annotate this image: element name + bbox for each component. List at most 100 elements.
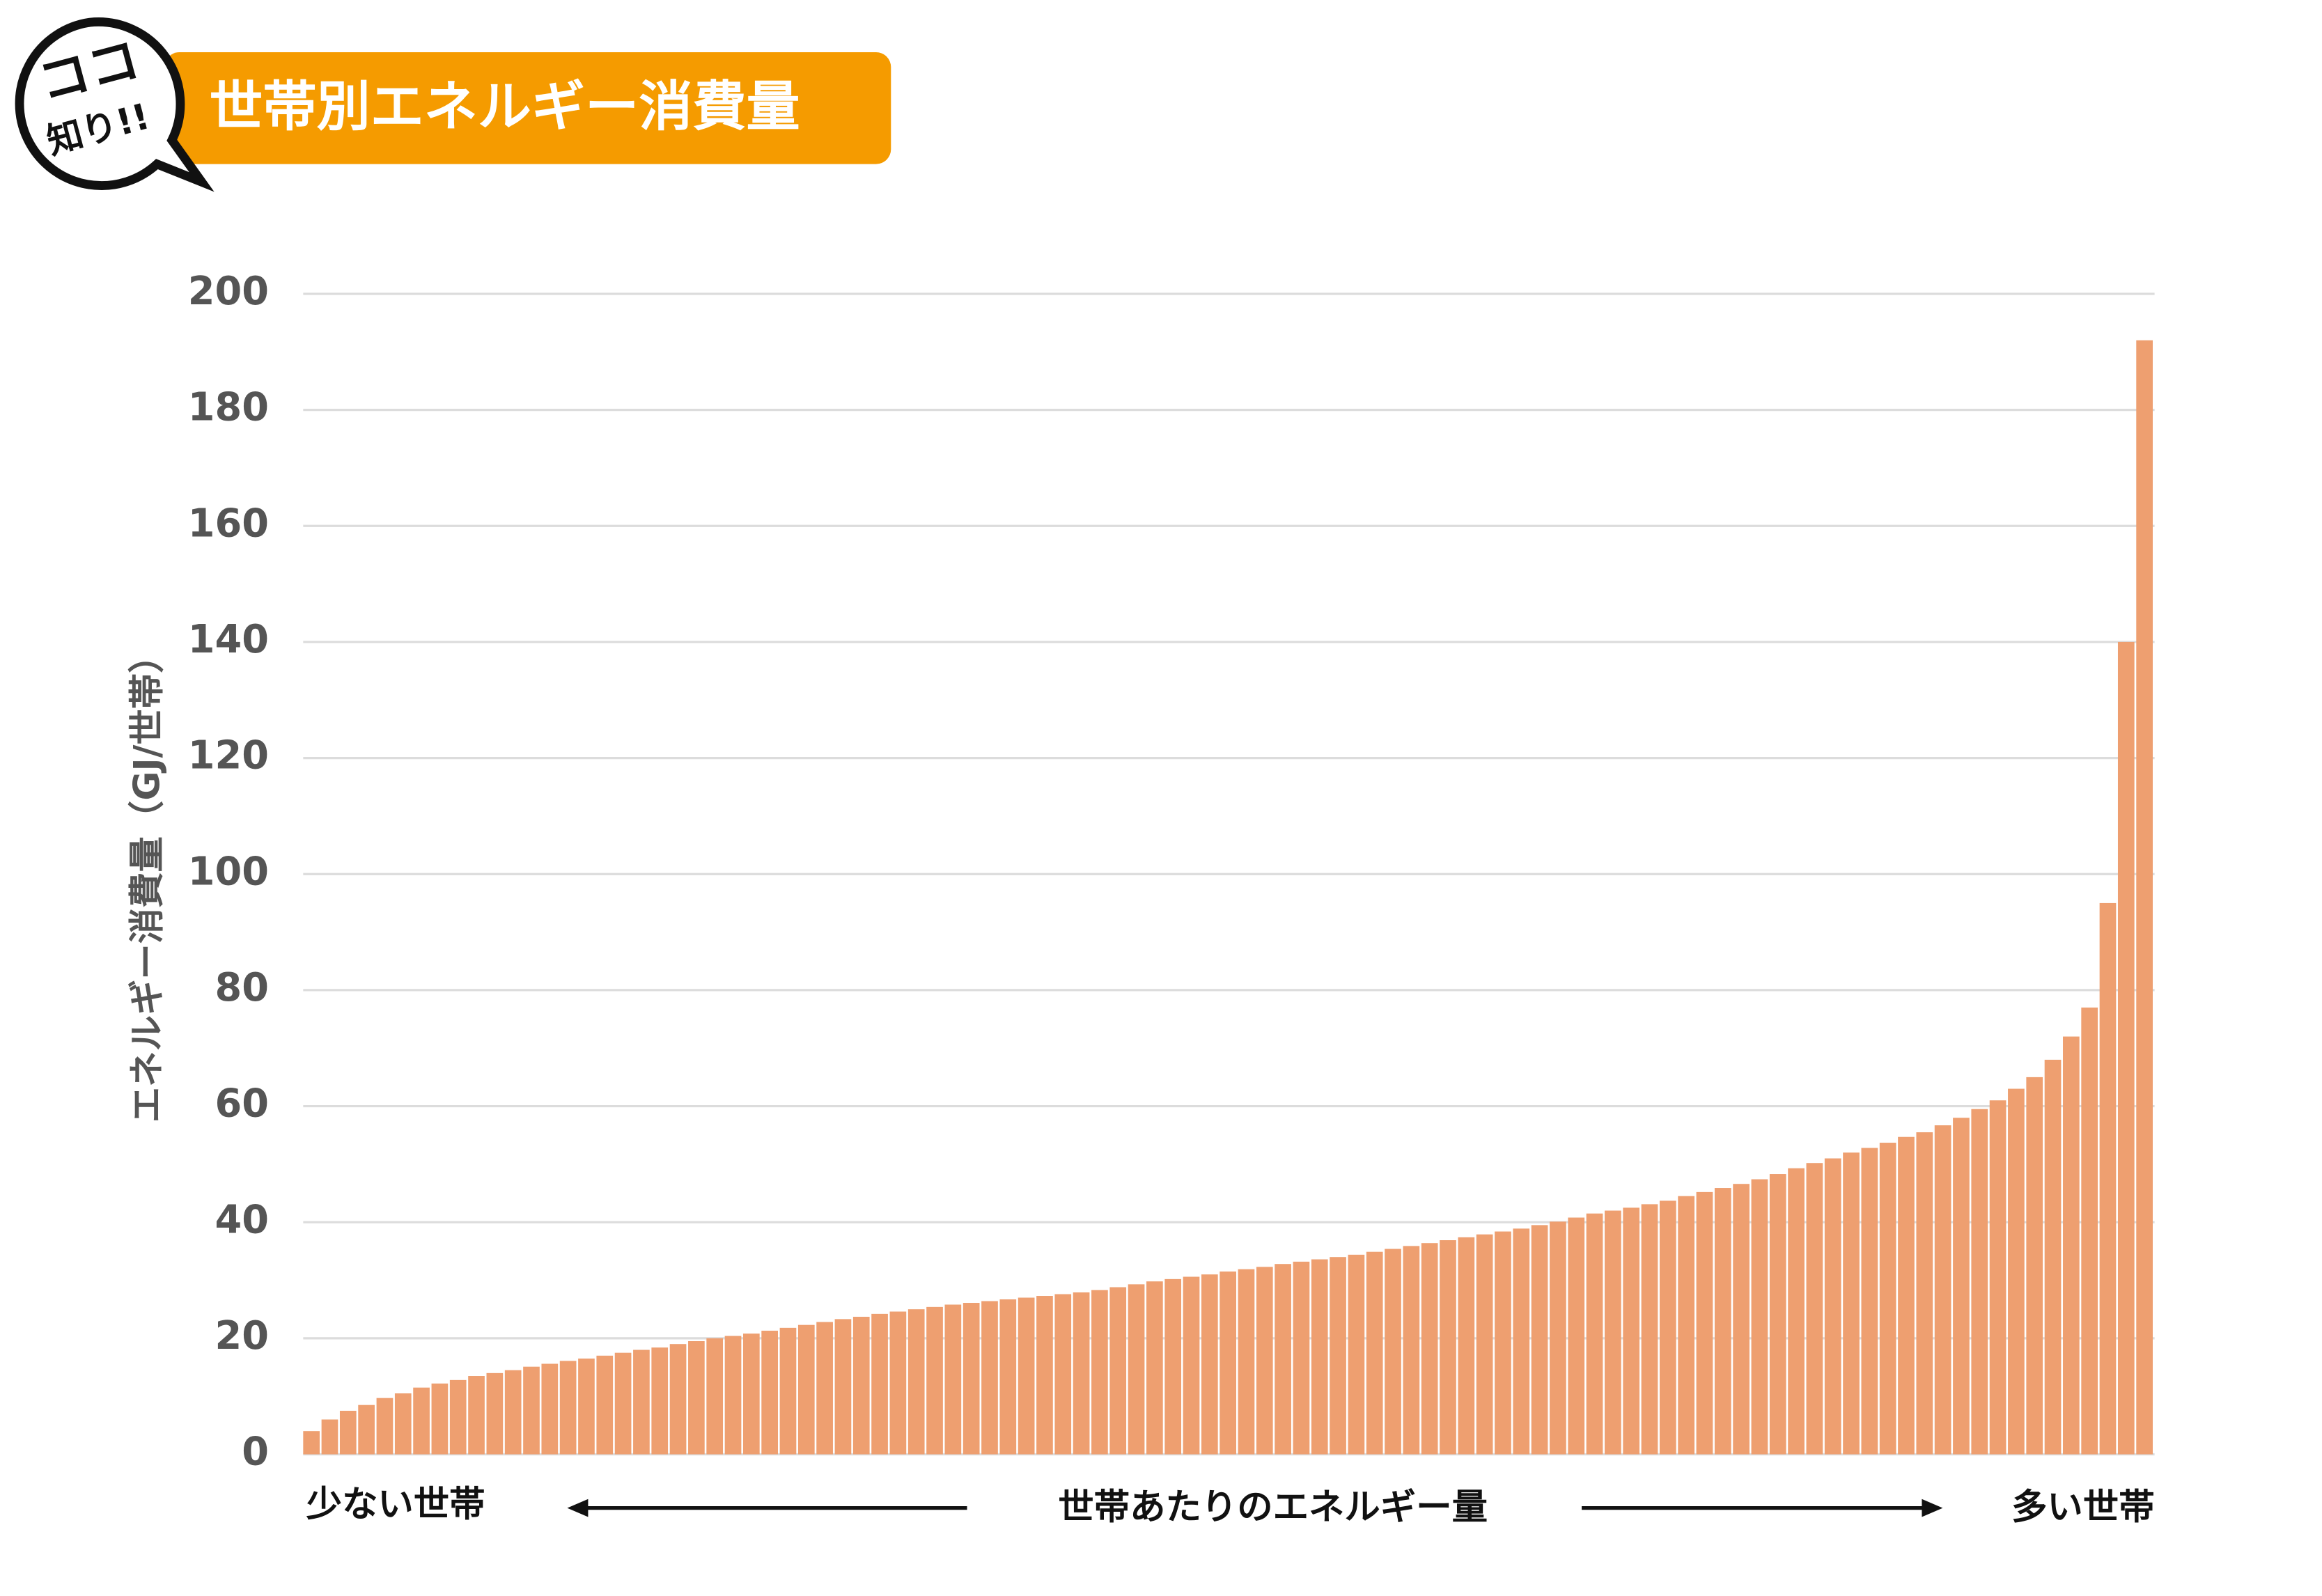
bar [2136, 340, 2153, 1455]
y-tick-label: 100 [188, 849, 269, 894]
bar [1054, 1294, 1072, 1455]
bar [1989, 1100, 2007, 1455]
y-tick-label: 140 [188, 617, 269, 662]
arrow-right [1582, 1499, 1943, 1517]
bar [889, 1311, 907, 1455]
bar [1458, 1237, 1475, 1455]
bar [1238, 1269, 1255, 1455]
bar [1495, 1231, 1511, 1455]
bar [1128, 1284, 1145, 1455]
y-axis-label: エネルギー消費量（GJ/世帯） [127, 637, 169, 1122]
x-right-label: 多い世帯 [2011, 1487, 2155, 1528]
bar [1330, 1257, 1346, 1455]
bar [852, 1317, 870, 1455]
bar [1714, 1188, 1731, 1455]
bar [1605, 1210, 1621, 1455]
bar [1733, 1184, 1750, 1455]
bar [1568, 1217, 1585, 1455]
bar [871, 1313, 888, 1455]
bar [907, 1309, 925, 1455]
bar [834, 1319, 852, 1455]
bar [724, 1336, 742, 1455]
bar [1091, 1290, 1108, 1455]
bar [1769, 1174, 1786, 1455]
bar [2117, 641, 2135, 1455]
bar [779, 1327, 797, 1455]
bar [944, 1304, 962, 1455]
bar [1348, 1254, 1365, 1455]
bar [1641, 1204, 1658, 1455]
bar [1421, 1243, 1438, 1455]
bar [926, 1306, 943, 1455]
chart-title: 世帯別エネルギー消費量 [209, 75, 800, 138]
bar [2008, 1088, 2025, 1455]
bar [669, 1344, 687, 1455]
bar [1073, 1292, 1090, 1455]
bar [1861, 1148, 1878, 1455]
bar [1366, 1251, 1383, 1455]
bar [1806, 1163, 1823, 1455]
bar [651, 1347, 669, 1455]
bar [1256, 1267, 1273, 1455]
y-tick-label: 120 [188, 733, 269, 779]
bar [303, 1431, 320, 1455]
bar [2044, 1059, 2062, 1455]
bar [596, 1355, 614, 1455]
y-tick-label: 0 [242, 1430, 269, 1475]
bar [541, 1363, 559, 1455]
bar [1953, 1118, 1970, 1455]
bar [816, 1322, 833, 1455]
bar [1531, 1225, 1548, 1455]
bar [1971, 1109, 1988, 1455]
bar [633, 1349, 650, 1455]
bar [2063, 1036, 2080, 1455]
bar [1678, 1196, 1694, 1455]
bar [2099, 902, 2117, 1455]
bar [1146, 1281, 1163, 1455]
bar [1018, 1297, 1035, 1455]
bar [1824, 1158, 1841, 1455]
bar [486, 1372, 504, 1455]
bar [376, 1398, 394, 1455]
bar [1476, 1234, 1493, 1455]
x-left-label: 少ない世帯 [306, 1483, 485, 1525]
y-tick-label: 40 [215, 1197, 270, 1242]
bar [358, 1405, 375, 1455]
y-tick-label: 60 [215, 1081, 270, 1127]
bar [1164, 1278, 1182, 1455]
bar [1036, 1296, 1053, 1455]
bar [2081, 1007, 2098, 1455]
bar [339, 1411, 357, 1455]
bar [1220, 1272, 1236, 1455]
bar [1916, 1132, 1933, 1455]
bar [999, 1299, 1017, 1455]
bar [1623, 1207, 1640, 1455]
title-banner [164, 52, 891, 164]
bar [1659, 1200, 1676, 1455]
bar [797, 1324, 815, 1455]
bar [1586, 1213, 1603, 1455]
y-tick-label: 200 [188, 269, 269, 314]
bar [1293, 1261, 1310, 1455]
bar [1751, 1179, 1768, 1455]
bar [1934, 1125, 1951, 1455]
bar [1898, 1136, 1915, 1455]
bar [1201, 1274, 1218, 1455]
bar [321, 1419, 338, 1455]
bar [1550, 1221, 1566, 1455]
bar [413, 1387, 430, 1455]
bar [1183, 1276, 1200, 1455]
bar [761, 1331, 778, 1455]
bar [1513, 1228, 1530, 1455]
x-axis-label: 世帯あたりのエネルギー量 [1058, 1487, 1488, 1528]
bar [1275, 1264, 1291, 1455]
bar [1109, 1287, 1127, 1455]
bar [963, 1303, 980, 1455]
bar [559, 1361, 577, 1455]
bar [1403, 1246, 1420, 1455]
bar [1311, 1259, 1328, 1455]
bar [1879, 1143, 1896, 1455]
bar [742, 1333, 760, 1455]
bar [1788, 1168, 1805, 1455]
